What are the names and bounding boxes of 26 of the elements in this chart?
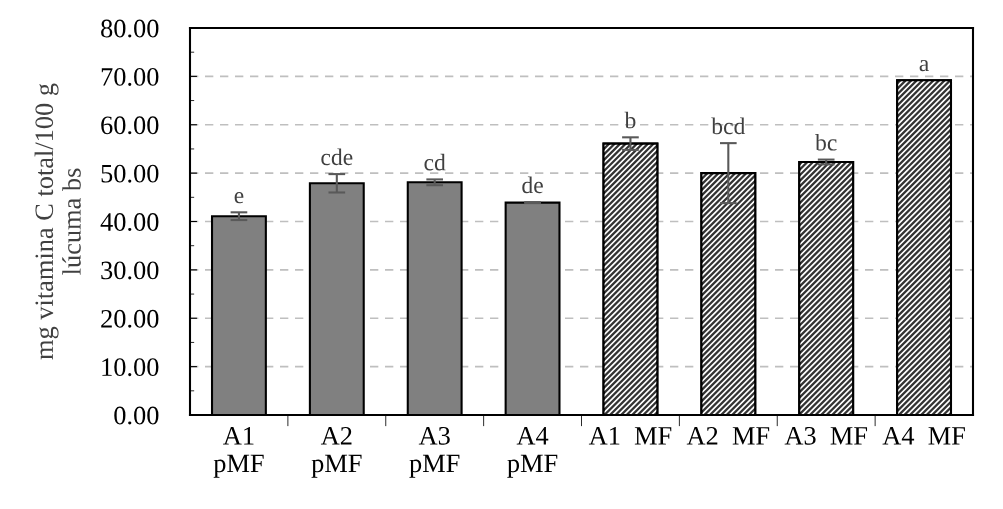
data-label: b: [624, 111, 636, 129]
y-tick-label: 0.00: [114, 406, 159, 425]
y-axis-title: mg vitamina C total/100 g lúcuma bs: [34, 83, 81, 360]
data-label: cd: [424, 153, 446, 171]
data-label: cde: [321, 148, 353, 166]
x-tick-label: A4 pMF: [507, 427, 558, 478]
x-tick-label: A2 pMF: [311, 426, 362, 478]
y-tick-label: 70.00: [101, 67, 159, 86]
data-label: de: [522, 176, 543, 194]
y-tick-label: 50.00: [101, 164, 159, 183]
x-tick-label: A3 MF: [784, 426, 868, 445]
data-label: e: [234, 191, 244, 204]
x-tick-label: A2 MF: [686, 426, 770, 445]
y-tick-label: 30.00: [101, 261, 159, 280]
data-label: a: [919, 59, 929, 72]
data-label: bc: [815, 134, 837, 151]
x-tick-label: A1 MF: [588, 427, 672, 445]
y-tick-label: 80.00: [101, 19, 159, 38]
x-tick-label: A3 pMF: [409, 426, 460, 478]
x-tick-label: A4 MF: [882, 427, 965, 445]
y-tick-label: 60.00: [101, 116, 159, 135]
data-label: bcd: [711, 117, 746, 135]
x-tick-label: A1 pMF: [213, 427, 264, 478]
y-tick-label: 40.00: [100, 213, 159, 232]
y-tick-label: 20.00: [101, 309, 159, 328]
y-tick-label: 10.00: [102, 358, 159, 377]
